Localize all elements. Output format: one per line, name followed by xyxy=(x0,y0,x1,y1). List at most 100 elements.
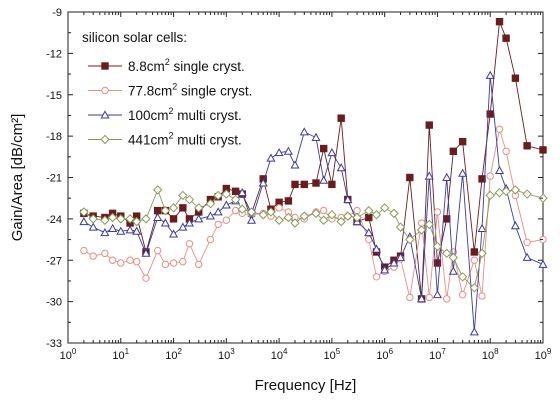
series-2-point xyxy=(185,240,194,248)
series-2-point xyxy=(443,295,451,303)
series-3-point xyxy=(299,127,309,136)
legend-label-superscript: 2 xyxy=(169,131,174,141)
series-2-point xyxy=(117,259,125,267)
series-1-point xyxy=(291,180,299,189)
series-2-point xyxy=(275,204,283,212)
series-3-point xyxy=(178,222,188,231)
legend-entry-1: 8.8cm2 single cryst. xyxy=(88,57,245,74)
series-2-point xyxy=(153,246,162,255)
series-4-point xyxy=(469,283,480,293)
x-tick-base: 10 xyxy=(376,350,388,362)
series-3-point xyxy=(510,221,520,230)
series-4-point xyxy=(395,222,406,232)
series-1-point xyxy=(511,74,520,82)
series-1-point xyxy=(406,173,414,182)
series-3-point xyxy=(141,248,151,257)
series-3-point xyxy=(319,175,329,184)
legend-label: 441cm2 multi cryst. xyxy=(128,131,242,148)
series-1-point xyxy=(169,215,178,223)
legend-swatch-marker xyxy=(100,134,110,145)
series-2-point xyxy=(161,260,170,269)
series-2-point xyxy=(495,125,504,133)
series-4-line xyxy=(83,188,544,289)
series-4-point xyxy=(221,189,232,199)
legend-label-superscript: 2 xyxy=(165,57,170,67)
x-tick-label: 101 xyxy=(112,347,129,362)
x-tick-label: 108 xyxy=(482,347,499,362)
series-3-point xyxy=(160,218,170,227)
series-2-point xyxy=(433,208,442,216)
x-tick-exponent: 9 xyxy=(547,347,552,356)
series-1-point xyxy=(433,259,442,267)
legend-label-superscript: 2 xyxy=(172,82,177,92)
series-2-point xyxy=(231,206,240,215)
legend-entry-2: 77.8cm2 single cryst. xyxy=(88,82,252,99)
series-3-point xyxy=(108,223,118,232)
series-2-point xyxy=(486,172,494,180)
x-tick-label: 104 xyxy=(271,347,288,362)
series-4-point xyxy=(343,211,353,221)
series-4-point xyxy=(352,212,362,223)
series-3-point xyxy=(477,223,487,232)
legend-label: 100cm2 multi cryst. xyxy=(128,106,242,123)
series-4-point xyxy=(477,248,487,259)
series-4-point xyxy=(311,208,321,219)
series-3-point xyxy=(522,252,532,261)
series-3-point xyxy=(100,227,110,237)
series-3-point xyxy=(485,70,495,79)
series-1-point xyxy=(495,17,504,26)
series-2-point xyxy=(222,216,231,224)
legend-label-rest: multi cryst. xyxy=(174,108,242,123)
series-4-point xyxy=(258,210,268,220)
series-4 xyxy=(79,185,548,293)
series-4-point xyxy=(168,203,179,213)
series-3-point xyxy=(538,259,548,268)
series-2-point xyxy=(425,293,433,302)
series-3-point xyxy=(448,266,458,275)
series-3-point xyxy=(153,212,163,221)
series-4-point xyxy=(237,204,247,214)
legend-label-rest: single cryst. xyxy=(170,59,245,74)
legend-label: 77.8cm2 single cryst. xyxy=(128,82,252,99)
series-1-point xyxy=(539,146,547,154)
x-tick-base: 10 xyxy=(218,350,230,362)
series-2-point xyxy=(523,238,531,247)
legend-entry-4: 441cm2 multi cryst. xyxy=(88,131,242,148)
series-3-point xyxy=(311,132,321,141)
series-3-point xyxy=(266,153,276,162)
series-4-point xyxy=(336,216,346,227)
legend-entry-3: 100cm2 multi cryst. xyxy=(88,106,242,123)
legend-title: silicon solar cells: xyxy=(82,30,187,45)
series-1-point xyxy=(486,110,494,118)
series-4-point xyxy=(79,207,89,217)
legend-label-main: 77.8cm xyxy=(128,84,172,99)
series-4-point xyxy=(141,214,151,224)
series-3-point xyxy=(125,225,135,234)
x-tick-base: 10 xyxy=(112,350,124,362)
y-tick-label: -24 xyxy=(46,214,62,226)
series-4-point xyxy=(424,219,434,230)
series-3-point xyxy=(116,226,126,235)
series-4-point xyxy=(213,190,223,201)
series-4-point xyxy=(522,189,532,199)
series-1-point xyxy=(425,121,433,129)
series-3-point xyxy=(79,216,89,226)
series-3-point xyxy=(88,222,98,231)
x-tick-label: 100 xyxy=(60,347,77,362)
series-2-point xyxy=(214,220,222,229)
x-tick-base: 10 xyxy=(535,350,547,362)
series-3-point xyxy=(336,163,346,172)
series-3-point xyxy=(237,187,247,197)
series-3-point xyxy=(221,200,231,209)
series-3-point xyxy=(213,207,223,216)
legend-label: 8.8cm2 single cryst. xyxy=(128,57,245,74)
series-3-point xyxy=(424,171,434,180)
x-tick-base: 10 xyxy=(271,350,283,362)
legend-swatch-marker xyxy=(101,86,109,95)
legend-label-rest: single cryst. xyxy=(177,84,252,99)
series-3-point xyxy=(371,244,382,253)
x-tick-base: 10 xyxy=(429,350,441,362)
x-tick-base: 10 xyxy=(165,350,177,362)
series-2-line xyxy=(83,129,544,299)
x-axis-title: Frequency [Hz] xyxy=(255,377,357,394)
